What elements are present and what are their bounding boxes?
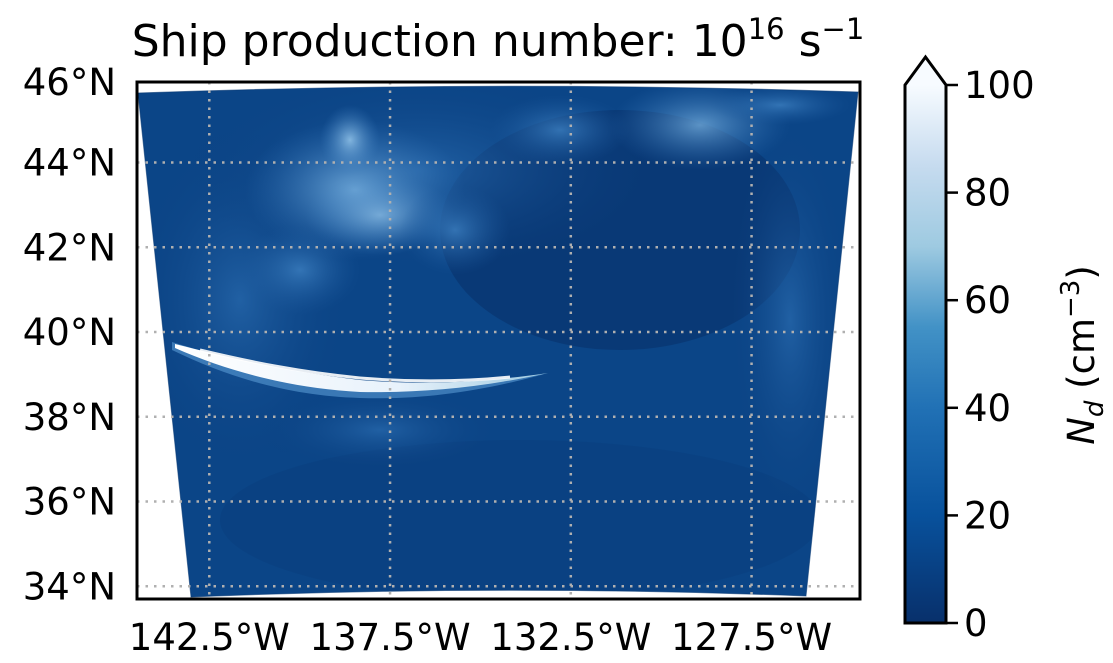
colorbar-gradient — [905, 85, 946, 623]
colorbar-label: Nd (cm−3) — [1056, 265, 1110, 445]
colorbar-tick-label: 40 — [964, 387, 1011, 430]
longitude-labels: 142.5°W 137.5°W 132.5°W 127.5°W — [129, 616, 832, 659]
lat-tick-label: 46°N — [23, 61, 116, 104]
satellite-swath — [137, 85, 859, 598]
map-title: Ship production number: 1016 s−1 — [132, 12, 865, 67]
lon-tick-label: 142.5°W — [129, 616, 290, 659]
lon-tick-label: 137.5°W — [310, 616, 471, 659]
map-frame — [135, 80, 862, 601]
colorbar-outline — [903, 54, 948, 625]
colorbar-tick-label: 20 — [964, 494, 1011, 537]
colorbar-tick-label: 0 — [964, 602, 988, 645]
lat-tick-label: 40°N — [23, 311, 116, 354]
map-panel — [137, 82, 860, 599]
ship-track-plume — [172, 342, 548, 399]
lat-tick-label: 42°N — [23, 226, 116, 269]
lat-tick-label: 44°N — [23, 142, 116, 185]
lat-tick-label: 38°N — [23, 396, 116, 439]
lon-tick-label: 132.5°W — [490, 616, 651, 659]
lat-tick-label: 36°N — [23, 481, 116, 524]
gridlines — [137, 82, 860, 599]
colorbar-tick-label: 60 — [964, 279, 1011, 322]
colorbar: 0 20 40 60 80 100 Nd (cm−3) — [903, 54, 1110, 645]
lon-tick-label: 127.5°W — [671, 616, 832, 659]
colorbar-tick-label: 80 — [964, 172, 1011, 215]
latitude-labels: 46°N 44°N 42°N 40°N 38°N 36°N 34°N — [23, 61, 116, 608]
colorbar-tick-label: 100 — [964, 64, 1035, 107]
lat-tick-label: 34°N — [23, 565, 116, 608]
colorbar-extend-arrow — [905, 57, 946, 85]
colorbar-ticks: 0 20 40 60 80 100 — [946, 64, 1035, 645]
